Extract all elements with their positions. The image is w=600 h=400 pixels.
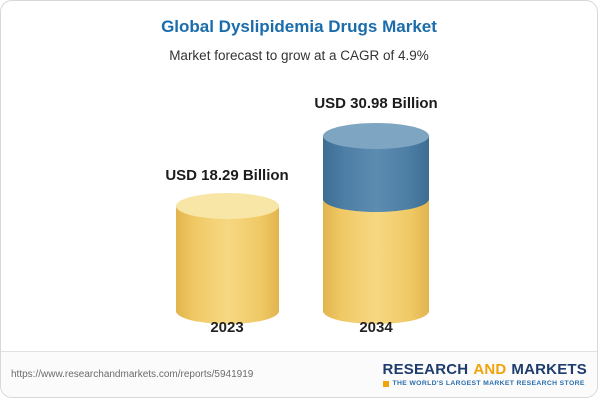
- logo-word-and: AND: [473, 360, 507, 378]
- cylinder-2023: [176, 193, 279, 324]
- cylinder-2034: [323, 123, 429, 324]
- logo-word-research: RESEARCH: [382, 360, 469, 378]
- report-url-link[interactable]: https://www.researchandmarkets.com/repor…: [11, 369, 254, 380]
- logo-wordmark: RESEARCH AND MARKETS: [382, 360, 587, 379]
- chart-subtitle: Market forecast to grow at a CAGR of 4.9…: [169, 48, 429, 63]
- value-label-2034: USD 30.98 Billion: [314, 95, 438, 112]
- footer: https://www.researchandmarkets.com/repor…: [1, 351, 597, 397]
- year-label-2023: 2023: [210, 319, 244, 336]
- year-label-2034: 2034: [359, 319, 393, 336]
- chart-title: Global Dyslipidemia Drugs Market: [161, 17, 437, 36]
- value-label-2023: USD 18.29 Billion: [165, 167, 289, 184]
- logo-tagline-row: THE WORLD'S LARGEST MARKET RESEARCH STOR…: [382, 380, 587, 388]
- cylinder-bar-chart: [176, 123, 429, 324]
- logo-word-markets: MARKETS: [511, 360, 587, 378]
- logo-square-icon: [382, 380, 389, 387]
- logo-tagline: THE WORLD'S LARGEST MARKET RESEARCH STOR…: [392, 380, 585, 388]
- research-and-markets-logo[interactable]: RESEARCH AND MARKETS THE WORLD'S LARGEST…: [382, 360, 587, 388]
